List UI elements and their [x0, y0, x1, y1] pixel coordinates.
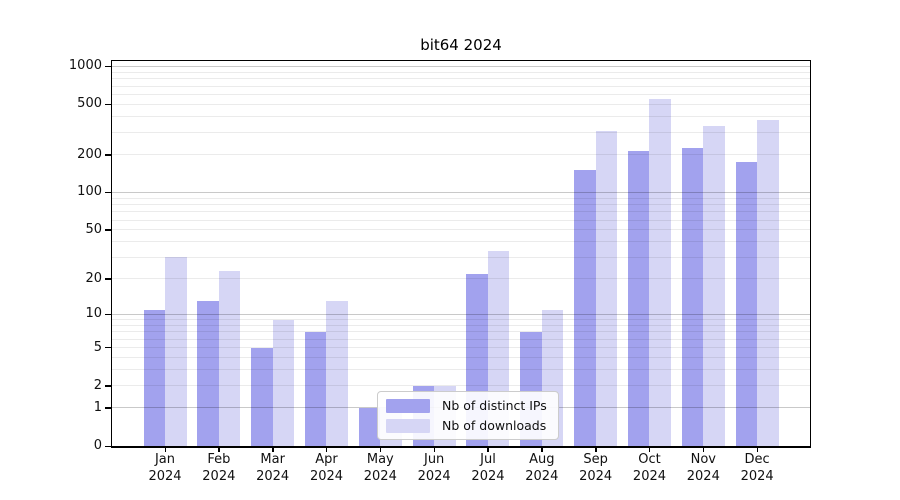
y-tick-mark-10: [105, 313, 112, 316]
x-tick-month: Nov: [690, 452, 716, 467]
x-tick-label: Feb 2024: [187, 452, 251, 485]
x-tick-year: 2024: [363, 468, 397, 484]
legend-swatch-downloads: [386, 418, 430, 433]
y-tick-mark-1000: [105, 65, 112, 68]
bar-ips-feb: [197, 301, 219, 446]
bar-ips-dec: [735, 161, 758, 446]
x-tick-year: 2024: [309, 468, 344, 484]
x-tick-mark-jul: [487, 447, 489, 452]
x-tick-mark-oct: [648, 447, 651, 452]
bar-downloads-jan: [165, 257, 187, 446]
bar-downloads-apr: [326, 301, 348, 446]
y-tick-label: 10: [85, 306, 102, 322]
bar-ips-nov: [681, 148, 704, 446]
legend-item-downloads: Nb of downloads: [386, 418, 547, 433]
y-tick-mark-500: [105, 103, 112, 106]
bar-downloads-sep: [595, 130, 618, 446]
x-tick-label: Nov 2024: [671, 452, 735, 485]
x-tick-mark-apr: [325, 447, 328, 452]
y-tick-mark-0: [105, 445, 112, 447]
y-tick-label: 200: [77, 146, 102, 162]
bar-downloads-dec: [757, 120, 779, 446]
y-tick-mark-20: [105, 278, 112, 280]
x-tick-year: 2024: [579, 468, 613, 484]
bar-downloads-feb: [218, 271, 241, 446]
bars-layer: [112, 61, 810, 446]
x-tick-mark-sep: [595, 447, 597, 452]
bar-ips-sep: [574, 170, 596, 446]
x-tick-label: Jan 2024: [133, 452, 197, 485]
x-tick-label: May 2024: [348, 452, 412, 485]
y-tick-mark-2: [105, 385, 112, 387]
y-tick-mark-50: [105, 229, 112, 231]
x-tick-month: Jun: [423, 452, 445, 467]
x-tick-month: May: [366, 452, 394, 467]
x-tick-mark-feb: [218, 447, 220, 452]
x-tick-month: Dec: [744, 452, 770, 467]
legend-label-distinct-ips: Nb of distinct IPs: [442, 398, 547, 413]
x-tick-year: 2024: [417, 468, 451, 484]
x-tick-year: 2024: [525, 468, 559, 484]
x-tick-year: 2024: [740, 468, 774, 484]
x-tick-label: Oct 2024: [617, 452, 681, 485]
x-tick-month: Jul: [480, 452, 496, 467]
y-tick-label: 2: [93, 377, 102, 393]
x-tick-mark-dec: [756, 447, 759, 452]
y-tick-label: 500: [77, 96, 102, 112]
y-tick-label: 1000: [68, 58, 102, 74]
legend-item-distinct-ips: Nb of distinct IPs: [386, 398, 547, 413]
x-tick-month: Oct: [638, 452, 661, 467]
x-tick-year: 2024: [148, 468, 182, 484]
y-tick-mark-200: [105, 154, 112, 156]
y-tick-label: 20: [85, 270, 102, 286]
bar-ips-jan: [143, 309, 165, 446]
legend-label-downloads: Nb of downloads: [442, 418, 547, 433]
x-tick-year: 2024: [471, 468, 505, 484]
x-tick-month: Feb: [207, 452, 231, 467]
x-tick-month: Sep: [583, 452, 608, 467]
legend-swatch-distinct-ips: [386, 398, 430, 413]
x-tick-label: Jun 2024: [402, 452, 466, 485]
x-tick-label: Apr 2024: [294, 452, 358, 485]
x-tick-mark-jun: [433, 447, 436, 452]
x-tick-month: Apr: [315, 452, 338, 467]
x-tick-mark-mar: [272, 447, 274, 452]
y-tick-mark-100: [105, 191, 112, 194]
x-tick-label: Aug 2024: [510, 452, 574, 485]
x-tick-month: Aug: [529, 452, 555, 467]
bar-downloads-nov: [703, 126, 725, 446]
x-tick-mark-nov: [702, 447, 705, 452]
x-tick-month: Jan: [154, 452, 176, 467]
x-tick-year: 2024: [202, 468, 236, 484]
x-tick-mark-may: [379, 447, 382, 452]
x-tick-year: 2024: [632, 468, 667, 484]
bar-ips-oct: [627, 150, 650, 446]
y-tick-label: 50: [85, 221, 102, 237]
y-tick-label: 0: [93, 438, 102, 453]
y-tick-label: 5: [93, 339, 102, 355]
x-tick-label: Dec 2024: [725, 452, 789, 485]
y-tick-label: 100: [77, 184, 102, 200]
x-tick-label: Sep 2024: [564, 452, 628, 485]
x-tick-year: 2024: [256, 468, 290, 484]
plot-area: [111, 60, 811, 448]
y-tick-mark-5: [105, 347, 112, 349]
chart-title: bit64 2024: [420, 36, 502, 54]
x-tick-month: Mar: [260, 452, 285, 467]
legend: Nb of distinct IPs Nb of downloads: [377, 391, 559, 440]
bar-downloads-mar: [272, 319, 295, 446]
bar-ips-mar: [251, 347, 273, 446]
x-tick-mark-aug: [541, 447, 543, 452]
x-tick-mark-jan: [164, 447, 166, 452]
x-tick-label: Mar 2024: [241, 452, 305, 485]
x-tick-label: Jul 2024: [456, 452, 520, 485]
y-tick-mark-1: [105, 407, 112, 409]
y-tick-label: 1: [93, 399, 102, 415]
x-tick-year: 2024: [686, 468, 720, 484]
bar-downloads-oct: [649, 99, 671, 446]
bar-ips-may: [358, 407, 381, 446]
bar-ips-apr: [304, 331, 327, 446]
